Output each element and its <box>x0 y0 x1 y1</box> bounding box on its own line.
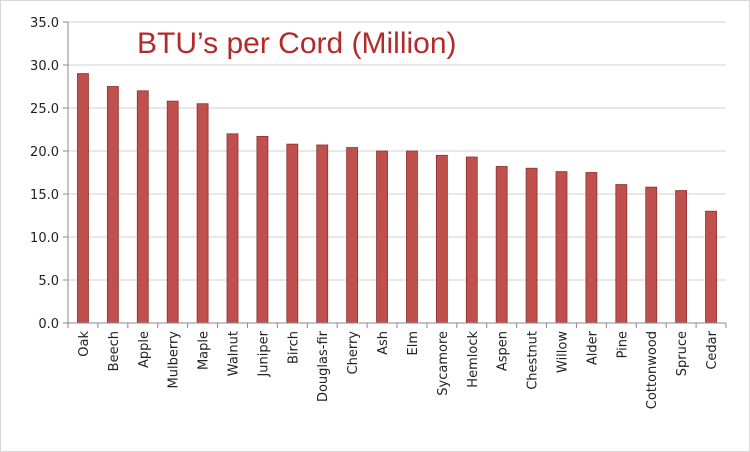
x-tick-label: Oak <box>77 331 92 357</box>
bar-apple <box>136 90 149 324</box>
y-tick-label: 25.0 <box>30 102 59 117</box>
y-tick-label: 20.0 <box>30 145 59 160</box>
bar-mulberry <box>166 100 179 324</box>
x-tick-label: Beech <box>107 331 122 371</box>
x-tick-label: Birch <box>286 331 301 364</box>
bar-elm <box>406 150 418 324</box>
x-tick-label: Maple <box>197 331 212 370</box>
x-tick-label: Mulberry <box>167 331 182 389</box>
x-tick-label: Spruce <box>675 331 690 376</box>
bar-pine <box>615 184 628 324</box>
x-tick-label: Cedar <box>705 330 720 369</box>
bar-cedar <box>705 210 717 324</box>
y-tick-label: 30.0 <box>30 59 59 74</box>
bar-birch <box>286 143 299 324</box>
bar-douglas-fir <box>316 144 329 324</box>
bar-alder <box>585 172 598 324</box>
x-tick-label: Walnut <box>227 331 242 376</box>
bar-oak <box>77 73 89 324</box>
x-tick-label: Alder <box>585 330 600 365</box>
y-tick-label: 5.0 <box>38 274 59 289</box>
x-tick-label: Juniper <box>256 330 271 377</box>
x-tick-label: Cherry <box>346 331 361 375</box>
bar-hemlock <box>465 156 478 324</box>
y-axis-ticks: 0.0 5.0 10.0 15.0 20.0 25.0 30.0 35.0 <box>30 16 68 332</box>
bar-cherry <box>346 147 359 324</box>
bar-willow <box>555 171 568 324</box>
x-tick-label: Douglas-fir <box>316 330 331 402</box>
bar-walnut <box>226 133 239 324</box>
y-tick-label: 35.0 <box>30 16 59 31</box>
x-tick-label: Elm <box>406 331 421 356</box>
bar-maple <box>196 103 209 324</box>
y-tick-label: 15.0 <box>30 188 59 203</box>
x-tick-label: Pine <box>615 331 630 358</box>
bar-chestnut <box>525 167 538 324</box>
x-tick-label: Apple <box>137 331 152 368</box>
bar-juniper <box>256 135 269 324</box>
y-tick-label: 0.0 <box>38 317 59 332</box>
x-tick-label: Aspen <box>496 331 511 371</box>
bar-beech <box>106 86 119 324</box>
x-tick-label: Willow <box>556 331 571 373</box>
x-axis-ticks: Oak Beech Apple Mulberry Maple Walnut Juniper B… <box>67 323 727 409</box>
x-tick-label: Sycamore <box>436 331 451 396</box>
bar-aspen <box>495 166 508 324</box>
x-tick-label: Chestnut <box>526 331 541 390</box>
bars <box>77 73 717 324</box>
bar-sycamore <box>435 154 448 324</box>
bar-spruce <box>675 190 688 324</box>
bar-ash <box>376 150 388 324</box>
bar-cottonwood <box>645 186 658 324</box>
x-tick-label: Cottonwood <box>645 331 660 409</box>
y-tick-label: 10.0 <box>30 231 59 246</box>
x-tick-label: Ash <box>376 331 391 355</box>
x-tick-label: Hemlock <box>466 331 481 388</box>
chart-title: BTU’s per Cord (Million) <box>137 27 457 60</box>
